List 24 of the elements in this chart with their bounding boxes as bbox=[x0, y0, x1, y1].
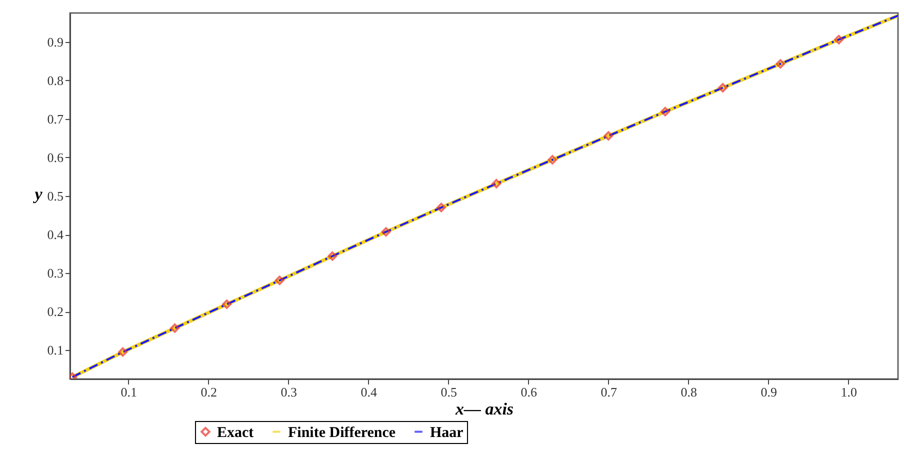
y-tick-label: 0.9 bbox=[47, 34, 64, 50]
y-tick-label: 0.4 bbox=[47, 227, 64, 242]
legend-label: Finite Difference bbox=[288, 424, 396, 441]
y-tick-label: 0.6 bbox=[47, 150, 64, 165]
x-tick-label: 0.6 bbox=[520, 384, 538, 400]
x-axis-title: x— axis bbox=[454, 400, 514, 418]
y-axis-title: y bbox=[32, 184, 43, 204]
y-tick-label: 0.5 bbox=[47, 188, 64, 204]
x-tick-label: 1.0 bbox=[840, 384, 858, 400]
legend-label: Exact bbox=[217, 424, 254, 441]
x-tick-label: 0.3 bbox=[280, 384, 298, 400]
x-tick-label: 0.9 bbox=[760, 384, 778, 400]
y-tick-label: 0.3 bbox=[47, 266, 64, 281]
x-tick-label: 0.8 bbox=[680, 384, 698, 400]
x-tick-label: 0.1 bbox=[120, 384, 138, 400]
y-tick-label: 0.2 bbox=[47, 304, 64, 320]
x-tick-label: 0.4 bbox=[360, 384, 378, 400]
x-tick-label: 0.7 bbox=[600, 384, 618, 400]
x-tick-label: 0.2 bbox=[200, 384, 218, 400]
y-tick-label: 0.1 bbox=[47, 342, 64, 358]
legend-label: Haar bbox=[430, 424, 464, 441]
y-tick-label: 0.7 bbox=[47, 111, 64, 126]
y-tick-label: 0.8 bbox=[47, 72, 64, 88]
x-tick-label: 0.5 bbox=[440, 384, 458, 400]
